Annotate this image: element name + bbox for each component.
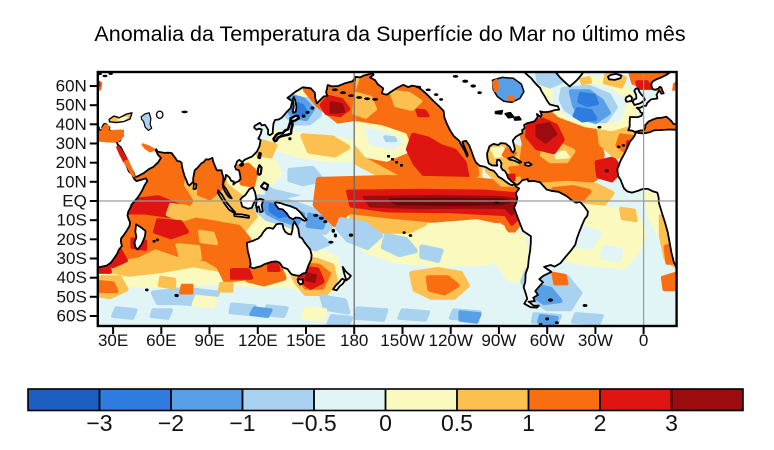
svg-text:60S: 60S [57,307,87,326]
svg-text:−3: −3 [86,410,112,436]
svg-text:120E: 120E [238,331,278,350]
svg-text:150W: 150W [380,331,424,350]
svg-text:10N: 10N [56,172,87,191]
svg-text:60W: 60W [530,331,565,350]
svg-text:30W: 30W [578,331,613,350]
svg-text:50S: 50S [57,287,87,306]
svg-text:90W: 90W [481,331,516,350]
svg-text:20S: 20S [57,230,87,249]
svg-text:180: 180 [340,331,368,350]
svg-text:EQ: EQ [62,192,87,211]
svg-text:60E: 60E [146,331,176,350]
svg-text:90E: 90E [194,331,224,350]
svg-text:3: 3 [665,410,678,436]
svg-text:10S: 10S [57,211,87,230]
svg-text:−0.5: −0.5 [291,410,336,436]
svg-text:150E: 150E [286,331,326,350]
svg-text:2: 2 [594,410,607,436]
svg-text:50N: 50N [56,96,87,115]
svg-text:60N: 60N [56,77,87,96]
svg-text:−2: −2 [158,410,184,436]
svg-text:30N: 30N [56,134,87,153]
svg-text:0.5: 0.5 [441,410,473,436]
svg-text:0: 0 [379,410,392,436]
svg-text:1: 1 [522,410,535,436]
svg-text:120W: 120W [428,331,472,350]
svg-text:0: 0 [639,331,648,350]
svg-text:−1: −1 [229,410,255,436]
svg-text:Anomalia da Temperatura da Sup: Anomalia da Temperatura da Superfície do… [94,22,685,46]
svg-text:30E: 30E [98,331,128,350]
svg-text:40S: 40S [57,268,87,287]
svg-text:20N: 20N [56,153,87,172]
svg-text:30S: 30S [57,249,87,268]
svg-text:40N: 40N [56,115,87,134]
